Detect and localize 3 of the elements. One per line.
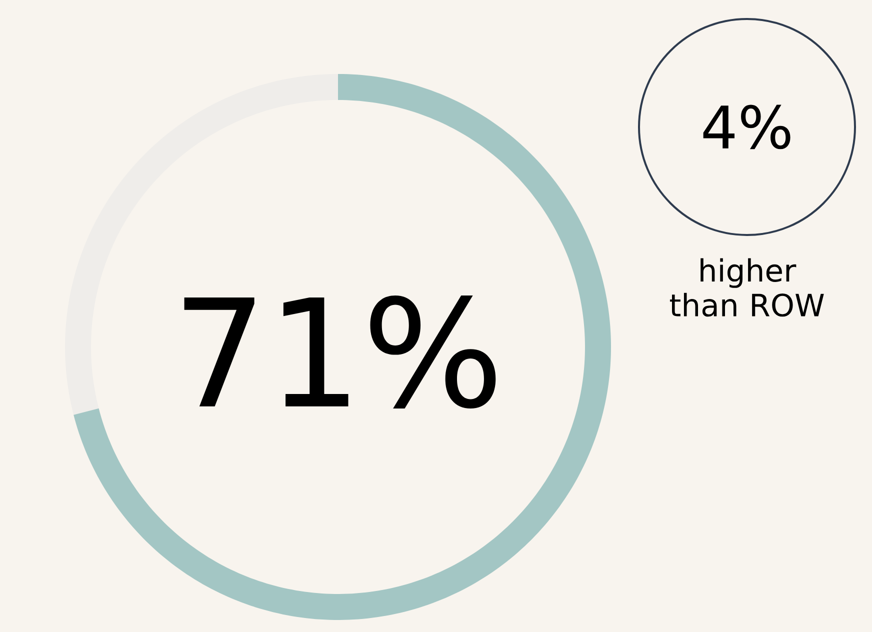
data-label: 71% [184, 296, 496, 408]
text: 4% [703, 104, 790, 150]
text: higher than ROW [670, 258, 824, 317]
